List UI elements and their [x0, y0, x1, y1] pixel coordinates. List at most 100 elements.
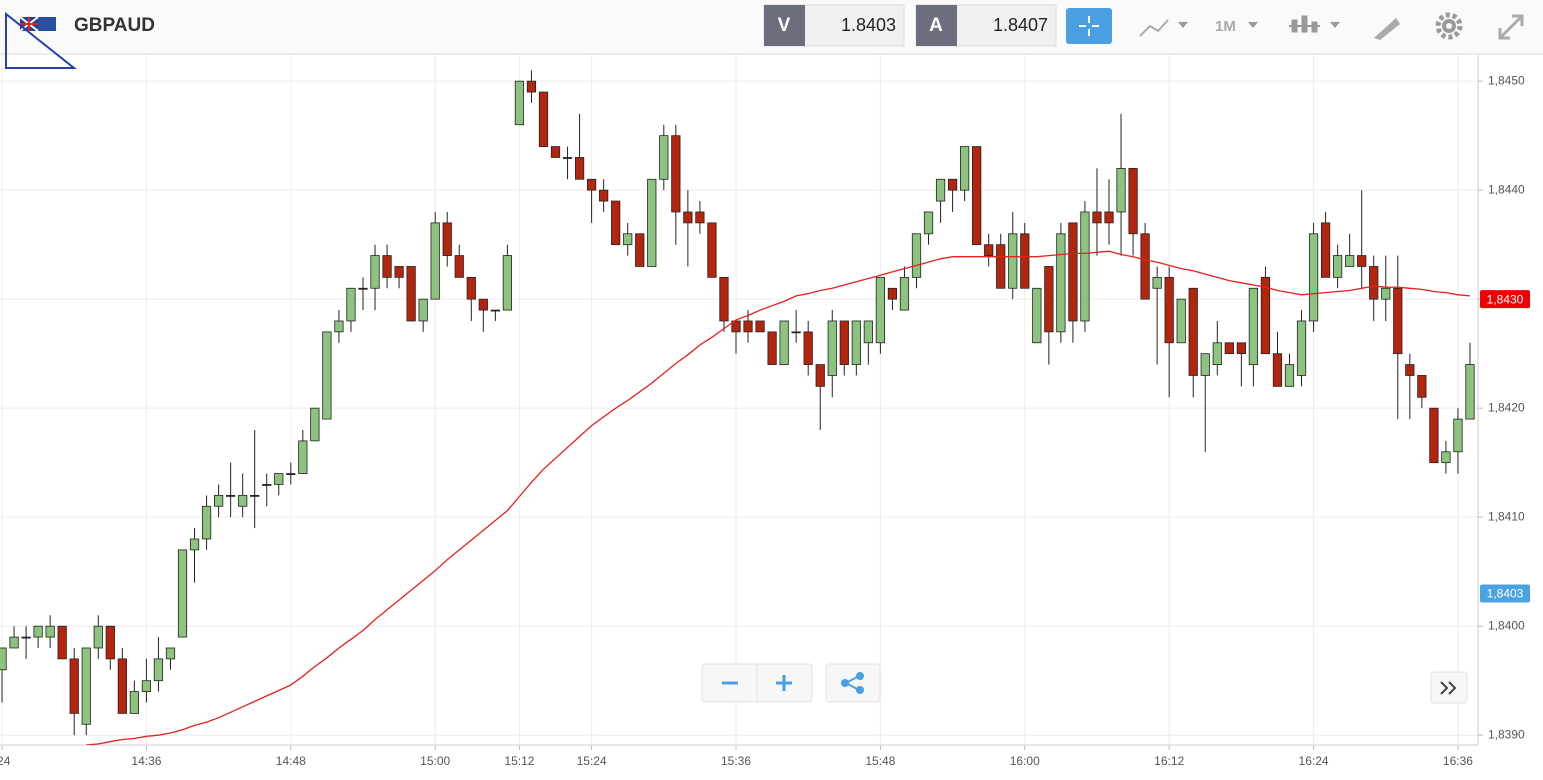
candle-body — [334, 320, 344, 333]
candle-body — [623, 233, 633, 246]
moving-average-line — [86, 250, 1471, 745]
scroll-right-button[interactable] — [1430, 671, 1468, 704]
x-tick-label: :24 — [0, 754, 11, 768]
x-tick-label: 16:00 — [1010, 754, 1040, 768]
candle-body — [21, 636, 31, 639]
candle-body — [466, 276, 476, 300]
candle-body — [851, 320, 861, 365]
candle-body — [430, 222, 440, 300]
candle-body — [1140, 233, 1150, 300]
candle-body — [923, 211, 934, 235]
candle-body — [153, 658, 164, 682]
candle-body — [1008, 233, 1018, 289]
candle-body — [226, 494, 236, 497]
candle-body — [1056, 233, 1066, 333]
candle-body — [526, 80, 537, 93]
x-tick-label: 15:12 — [504, 754, 534, 768]
candle-body — [502, 255, 512, 311]
candle-body — [611, 200, 621, 246]
candle-body — [550, 146, 561, 158]
share-button[interactable] — [825, 663, 881, 703]
candle-body — [1212, 342, 1222, 365]
candle-body — [996, 244, 1006, 289]
candle-body — [1248, 287, 1259, 365]
x-tick-label: 16:36 — [1443, 754, 1473, 768]
candle-body — [250, 494, 260, 497]
candle-body — [815, 364, 825, 387]
candle-body — [189, 538, 200, 551]
candle-body — [1044, 266, 1054, 333]
candle-body — [310, 407, 320, 442]
candle-body — [1381, 287, 1391, 300]
candle-body — [1224, 342, 1234, 355]
candle-body — [514, 80, 525, 126]
candle-body — [262, 484, 272, 486]
candle-body — [69, 658, 79, 714]
y-tick-label: 1,8440 — [1488, 182, 1525, 196]
candle-body — [972, 146, 982, 246]
candle-body — [117, 658, 127, 714]
x-tick-label: 16:12 — [1154, 754, 1184, 768]
candle-body — [695, 211, 705, 224]
y-tick-label: 1,8390 — [1488, 727, 1525, 741]
candle-body — [731, 320, 741, 333]
bid-tag — [764, 5, 805, 46]
candle-body — [442, 222, 452, 256]
candle-body — [827, 320, 837, 376]
candle-body — [562, 157, 573, 159]
candle-body — [791, 331, 801, 334]
candle-body — [81, 647, 91, 725]
candle-body — [93, 625, 103, 649]
fullscreen-button[interactable] — [1498, 14, 1524, 40]
corner-marker — [5, 11, 77, 69]
x-tick-label: 15:00 — [420, 754, 450, 768]
draw-button[interactable] — [1374, 18, 1400, 40]
candle-body — [863, 320, 873, 344]
candle-body — [1080, 211, 1090, 322]
timeframe-caret — [1248, 22, 1258, 28]
x-tick-label: 14:36 — [131, 754, 161, 768]
candle-body — [899, 276, 910, 311]
candle-body — [1296, 320, 1307, 376]
candle-body — [1128, 167, 1138, 235]
x-tick-label: 16:24 — [1299, 754, 1329, 768]
zoom-in[interactable] — [776, 675, 792, 691]
candle-body — [599, 189, 609, 202]
ask-label: A — [929, 15, 943, 36]
ask-tag — [916, 5, 957, 46]
settings-button[interactable] — [1435, 12, 1463, 40]
candle-body — [1272, 353, 1283, 387]
candle-body — [238, 494, 248, 507]
candle-body — [1152, 276, 1162, 289]
x-tick-label: 14:48 — [276, 754, 306, 768]
candle-body — [935, 178, 946, 202]
y-tick-label: 1,8400 — [1488, 618, 1525, 632]
candle-body — [213, 494, 224, 507]
timeframe-button[interactable]: 1M — [1215, 18, 1236, 35]
candle-body — [1429, 407, 1439, 464]
candle-body — [0, 647, 7, 671]
candle-body — [1369, 266, 1379, 300]
candle-body — [683, 211, 693, 224]
candle-body — [1393, 287, 1403, 355]
candle-body — [274, 473, 284, 485]
candle-body — [141, 680, 152, 692]
candle-body — [1032, 287, 1042, 344]
crosshair-button[interactable] — [1066, 8, 1112, 44]
y-tick-label: 1,8420 — [1488, 400, 1525, 414]
candle-body — [947, 178, 958, 191]
candle-body — [671, 135, 681, 213]
x-tick-label: 15:24 — [577, 754, 607, 768]
price-marker — [1480, 290, 1530, 309]
candle-body — [177, 549, 188, 638]
candle-style-button[interactable] — [1289, 15, 1340, 33]
candle-body — [574, 157, 585, 180]
candle-body — [767, 331, 777, 365]
candle-body — [659, 135, 669, 180]
candle-body — [33, 625, 43, 638]
candle-body — [743, 320, 753, 333]
chart-type-button[interactable] — [1139, 19, 1188, 37]
candle-body — [57, 625, 67, 660]
